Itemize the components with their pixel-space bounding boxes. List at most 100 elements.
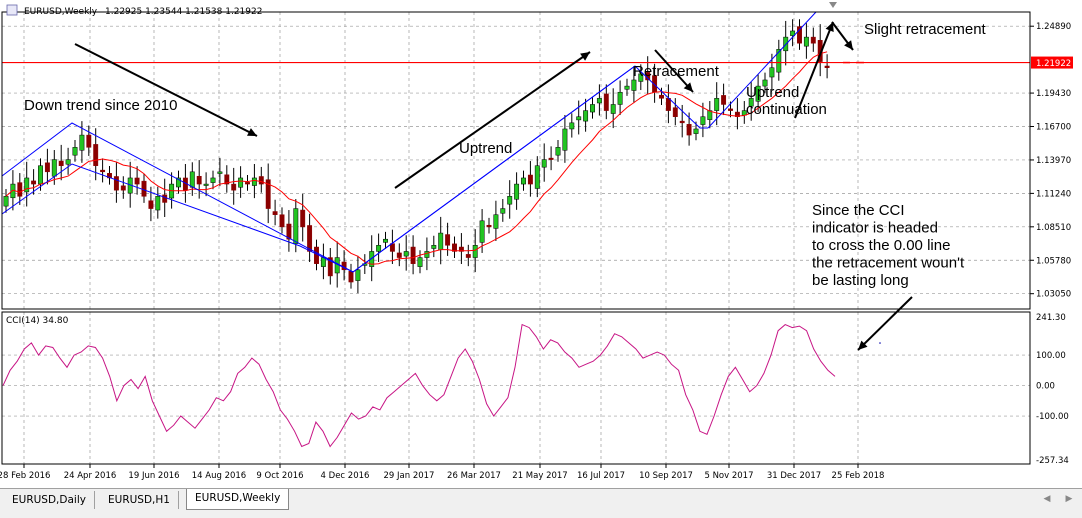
bull-candle [507,196,513,205]
bull-candle [479,220,485,243]
bull-candle [383,238,388,243]
cci-panel-frame [1,311,1031,465]
y-tick-label: 1.11240 [1036,189,1071,199]
bear-candle [797,26,802,44]
bull-candle [610,104,616,114]
bull-candle [79,134,85,151]
x-tick-label: 4 Dec 2016 [321,471,370,481]
bear-candle [93,144,99,166]
tab-eurusd-h1[interactable]: EURUSD,H1 [100,491,179,509]
bull-candle [355,269,361,281]
bear-candle [31,180,37,185]
annotation-arrow [794,21,834,119]
bear-candle [286,223,292,240]
chart-tab-bar: EURUSD,Daily EURUSD,H1 EURUSD,Weekly ◀ ▶ [0,488,1082,518]
bull-candle [3,196,9,207]
bear-candle [721,95,727,105]
tab-eurusd-daily[interactable]: EURUSD,Daily [4,491,95,509]
bull-candle [210,177,216,183]
bull-candle [51,159,57,177]
annotation-arrow [654,49,694,93]
x-tick-label: 28 Feb 2016 [0,471,50,481]
y-tick-label: 1.19430 [1036,89,1071,99]
annotation-uptrend-cont-1: Uptrend [746,84,799,101]
bear-candle [265,179,271,209]
bear-candle [300,209,306,228]
trend-line-up [352,65,636,273]
annotations: Down trend since 2010 Uptrend Retracement U… [24,21,987,351]
bear-candle [58,160,64,166]
bull-candle [700,116,706,125]
annotation-retracement: Retracement [633,63,720,80]
annotation-arrowhead [858,340,868,350]
bear-candle [17,182,23,197]
scroll-left-icon[interactable]: ◀ [1043,494,1051,504]
y-tick-label: 1.03050 [1036,290,1071,300]
bear-candle [224,174,230,185]
bull-candle [555,147,561,156]
bull-candle [755,85,761,102]
bull-candle [714,98,720,111]
bear-candle [659,94,664,99]
annotation-uptrend: Uptrend [459,140,512,157]
trend-line-up-2 [707,11,817,129]
main-panel-frame [1,11,1031,310]
scroll-right-icon[interactable]: ▶ [1065,494,1073,504]
bear-candle [665,98,671,111]
bull-candle [320,257,326,267]
axes: 28 Feb 2016 24 Apr 2016 19 Jun 2016 14 Aug … [0,2,1073,481]
cci-tick-label: 241.30 [1036,313,1066,323]
cci-tick-label: -100.00 [1036,412,1069,422]
annotation-arrowhead [844,40,853,50]
bull-candle [369,251,375,267]
bull-candle [617,91,623,105]
bear-candle [410,246,416,264]
tab-eurusd-weekly[interactable]: EURUSD,Weekly [186,489,290,510]
annotation-downtrend: Down trend since 2010 [24,97,177,114]
bear-candle [486,224,492,228]
bear-candle [734,111,740,117]
current-price-box [1031,56,1073,69]
bear-candle [686,124,692,136]
bull-candle [293,208,299,244]
bull-candle [376,245,382,252]
bear-candle [120,185,126,191]
bull-candle [790,30,796,36]
x-tick-label: 10 Sep 2017 [639,471,693,481]
bull-candle [631,79,637,91]
cci-tick-label: 0.00 [1036,382,1055,392]
bear-candle [527,174,533,185]
bull-candle [762,79,768,87]
bull-candle [203,183,209,186]
cci-title: CCI(14) 34.80 [6,316,69,326]
annotation-arrow [394,51,591,189]
bull-candle [251,177,257,186]
bear-candle [148,200,154,209]
x-tick-label: 26 Mar 2017 [447,471,501,481]
bear-candle [141,180,147,197]
bear-candle [258,176,264,185]
bull-candle [521,177,526,185]
bull-candle [803,36,809,47]
annotation-cci-note-line: to cross the 0.00 line [812,237,950,254]
bear-candle [465,254,471,258]
bull-candle [693,128,699,134]
chart-area[interactable]: 28 Feb 2016 24 Apr 2016 19 Jun 2016 14 Aug … [0,0,1082,488]
bear-candle [100,169,106,173]
bull-candle [424,251,430,258]
bull-candle [217,171,223,174]
bear-candle [134,177,140,185]
bull-candle [189,171,195,188]
x-tick-label: 16 Jul 2017 [577,471,625,481]
bear-candle [307,225,313,252]
bull-candle [417,257,423,267]
bear-candle [279,214,285,228]
ohlc-values: 1.22925 1.23544 1.21538 1.21922 [105,7,262,17]
y-tick-label: 1.13970 [1036,156,1071,166]
annotation-uptrend-cont-2: continuation [746,101,827,118]
x-tick-label: 31 Dec 2017 [767,471,821,481]
bull-candle [176,177,181,188]
bear-candle [824,65,830,68]
x-tick-label: 24 Apr 2016 [64,471,117,481]
chart-shift-marker-icon [829,2,837,8]
